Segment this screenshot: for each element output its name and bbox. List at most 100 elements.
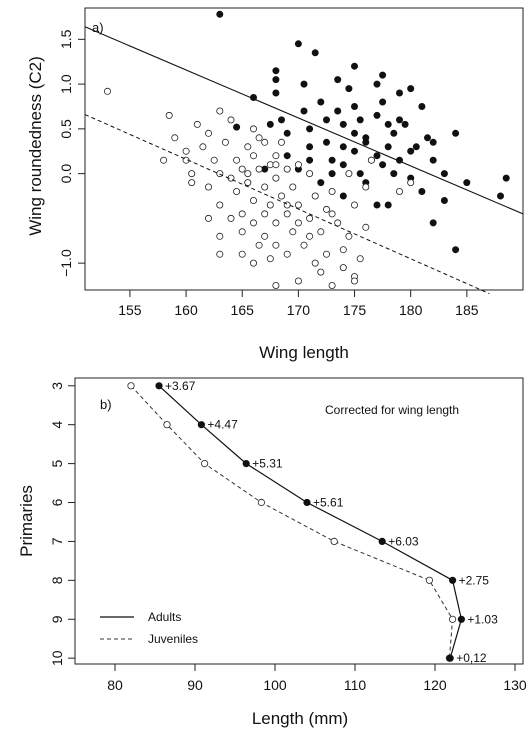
juvenile-point [238, 165, 246, 173]
adult-point [440, 196, 448, 204]
adult-point [339, 143, 347, 151]
juvenile-point [350, 201, 358, 209]
juvenile-point [328, 210, 336, 218]
adult-point [272, 76, 280, 84]
adult-point [283, 129, 291, 137]
y-tick-label: 6 [49, 498, 65, 506]
juvenile-point [244, 179, 252, 187]
juvenile-point [216, 170, 224, 178]
juvenile-point [306, 232, 314, 240]
juvenile-point [238, 250, 246, 258]
panel-a-scatter: a) 155 160 165 170 175 180 185 −1.0 0.0 0.5 1.0 1.… [26, 7, 524, 362]
juvenile-point [339, 246, 347, 254]
panel-b-series-lines [130, 385, 463, 659]
adult-point [339, 161, 347, 169]
adult-point [423, 134, 431, 142]
juvenile-point [244, 143, 252, 151]
adult-point [339, 120, 347, 128]
adult-point [306, 156, 314, 164]
x-tick-label: 90 [187, 677, 203, 693]
panel-a-points [104, 10, 510, 289]
juvenile-point [306, 214, 314, 222]
adult-point [350, 129, 358, 137]
y-tick-label: 9 [49, 615, 65, 623]
adult-point [216, 10, 224, 18]
y-tick-label: 1.5 [58, 29, 74, 49]
juvenile-point [255, 134, 263, 142]
panel-b-y-axis-title: Primaries [17, 485, 36, 557]
adult-point [407, 85, 415, 93]
y-tick-label: 1.0 [58, 74, 74, 94]
x-tick-label: 110 [344, 677, 367, 693]
y-tick-label: 8 [49, 576, 65, 584]
panel-b-points [127, 382, 465, 662]
adult-point [373, 80, 381, 88]
juvenile-point [283, 250, 291, 258]
juvenile-point [311, 259, 319, 267]
adult-point [418, 187, 426, 195]
adult-point [384, 201, 392, 209]
adults-line [158, 385, 463, 659]
y-tick-label: −1.0 [58, 249, 74, 277]
juvenile-point [277, 138, 285, 146]
juvenile-point [249, 259, 257, 267]
juvenile-point [328, 281, 336, 289]
adult-regression-line [84, 26, 524, 215]
juvenile-point [294, 161, 302, 169]
juvenile-point [317, 228, 325, 236]
y-tick-label: 0.5 [58, 119, 74, 139]
juvenile-point [160, 156, 168, 164]
juvenile-point [244, 170, 252, 178]
juvenile-point [216, 250, 224, 258]
juvenile-point [367, 156, 375, 164]
adult-point [350, 103, 358, 111]
data-label: +5.31 [252, 457, 283, 471]
juvenile-point [277, 192, 285, 200]
adult-point [452, 246, 460, 254]
juvenile-point [345, 232, 353, 240]
adult-point [350, 147, 358, 155]
adult-point [418, 103, 426, 111]
juvenile-regression-line [84, 114, 490, 295]
juvenile-point [272, 161, 280, 169]
panel-a-fit-lines [84, 26, 524, 295]
juvenile-point [249, 219, 257, 227]
adult-point [379, 71, 387, 79]
adult-point [446, 654, 454, 662]
adult-point [242, 459, 250, 468]
juvenile-point [306, 170, 314, 178]
adult-point [457, 615, 465, 623]
panel-b-data-labels: +3.67 +4.47 +5.31 +5.61 +6.03 +2.75 +1.03 +0,12 [165, 379, 498, 665]
juvenile-point [171, 134, 179, 142]
juvenile-point [210, 156, 218, 164]
juvenile-point [233, 187, 241, 195]
adult-point [378, 537, 386, 546]
adult-point [303, 498, 311, 507]
adult-point [306, 143, 314, 151]
x-tick-label: 155 [118, 302, 142, 318]
adult-point [272, 67, 280, 75]
panel-b-line-chart: b) Corrected for wing length +3.67+4.47+… [17, 377, 527, 728]
juvenile-point [199, 143, 207, 151]
adult-point [429, 219, 437, 227]
adult-point [448, 576, 457, 584]
adult-point [300, 107, 308, 115]
juvenile-point [272, 219, 280, 227]
adult-point [373, 111, 381, 119]
juvenile-point [311, 192, 319, 200]
juvenile-point [322, 205, 330, 213]
juvenile-point [330, 537, 338, 546]
adult-point [339, 192, 347, 200]
adult-point [294, 40, 302, 48]
juvenile-point [255, 241, 263, 249]
adult-point [502, 174, 510, 182]
juvenile-point [356, 255, 364, 263]
juvenile-point [266, 255, 274, 263]
panel-b-label: b) [100, 397, 112, 412]
juvenile-point [261, 138, 269, 146]
juvenile-point [272, 174, 280, 182]
panel-b-legend: Adults Juveniles [100, 610, 198, 646]
adult-point [407, 147, 415, 155]
y-tick-label: 10 [49, 650, 65, 666]
